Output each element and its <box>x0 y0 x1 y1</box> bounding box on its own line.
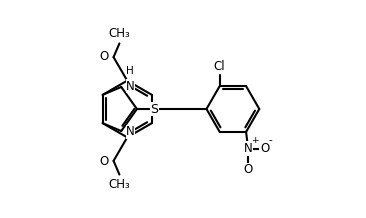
Text: S: S <box>150 102 158 116</box>
Text: CH₃: CH₃ <box>109 27 130 39</box>
Text: O: O <box>260 142 269 155</box>
Text: O: O <box>243 163 253 176</box>
Text: N: N <box>126 126 135 138</box>
Text: O: O <box>100 50 109 63</box>
Text: +: + <box>251 136 259 145</box>
Text: -: - <box>268 135 272 145</box>
Text: N: N <box>244 142 253 155</box>
Text: CH₃: CH₃ <box>109 179 130 191</box>
Text: O: O <box>100 155 109 168</box>
Text: Cl: Cl <box>214 60 225 73</box>
Text: H: H <box>126 66 134 76</box>
Text: N: N <box>126 80 135 92</box>
